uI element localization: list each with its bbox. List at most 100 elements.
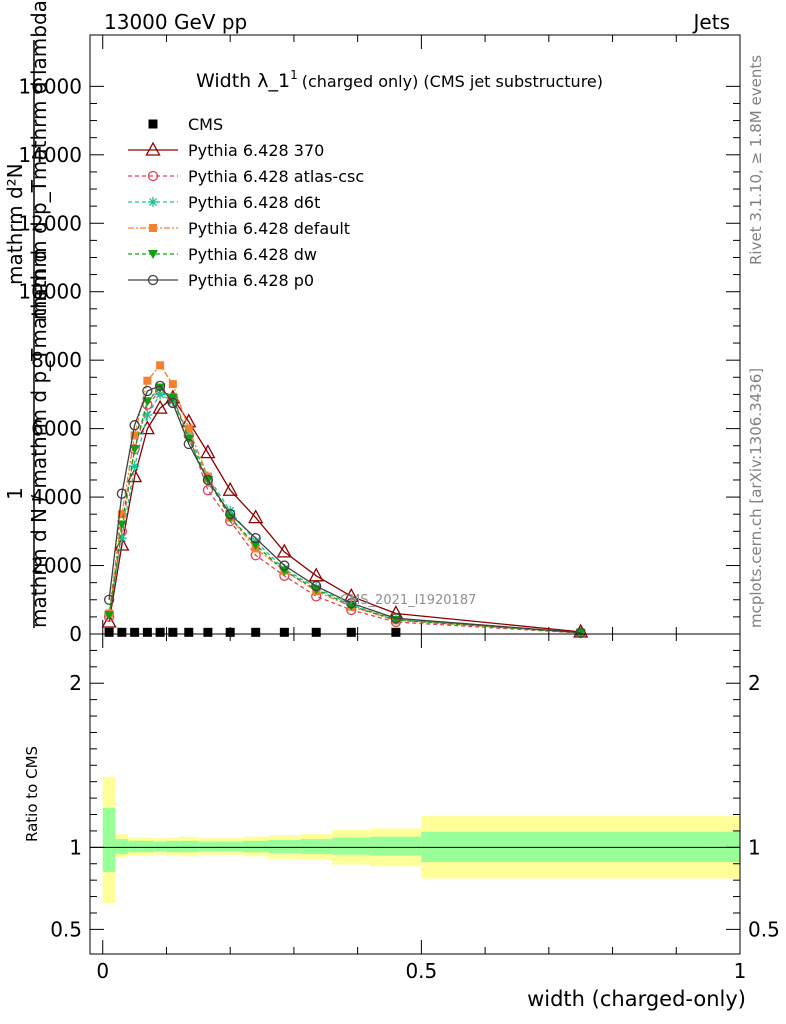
- xtick-label: 0: [96, 959, 109, 983]
- legend-label: Pythia 6.428 atlas-csc: [188, 167, 364, 186]
- series-point: [250, 533, 261, 544]
- ratio-band-inner: [140, 840, 154, 853]
- ratio-band-inner: [300, 839, 333, 854]
- series-5: [103, 380, 586, 638]
- main-ytick-label: 6000: [31, 417, 82, 441]
- ylabel-bottom: mathrm d N / mathrm d p_Tmathrm d: [27, 250, 51, 628]
- chart-title-main: Width λ_1: [196, 70, 290, 92]
- legend-marker: [148, 250, 158, 259]
- series-point: [101, 613, 117, 628]
- series-point: [184, 424, 193, 433]
- series-point: [104, 611, 115, 621]
- cms-point: [225, 627, 235, 637]
- legend-entry: Pythia 6.428 p0: [128, 271, 314, 290]
- ratio-band-inner: [242, 840, 269, 853]
- legend-entry: Pythia 6.428 d6t: [128, 193, 320, 212]
- main-ytick-label: 14000: [18, 143, 82, 167]
- series-point: [222, 481, 238, 496]
- main-ytick-label: 0: [69, 622, 82, 646]
- chart-title-sup: 1: [290, 68, 298, 82]
- series-point: [129, 420, 140, 431]
- main-ytick-label: 10000: [18, 280, 82, 304]
- xtick-label: 0.5: [405, 959, 437, 983]
- main-ytick-label: 8000: [31, 348, 82, 372]
- cms-point: [168, 627, 178, 637]
- header-left: 13000 GeV pp: [104, 10, 247, 34]
- xtick-label: 1: [734, 959, 747, 983]
- mcplots-label: mcplots.cern.ch [arXiv:1306.3436]: [747, 368, 765, 628]
- series-point: [116, 533, 127, 544]
- cms-point: [251, 627, 261, 637]
- legend-marker: [147, 274, 159, 286]
- cms-point: [184, 627, 194, 637]
- series-point: [152, 399, 168, 414]
- series-point: [155, 383, 166, 393]
- series-point: [202, 485, 214, 496]
- series-point: [129, 461, 140, 472]
- legend-label: CMS: [188, 115, 223, 134]
- series-point: [311, 580, 322, 592]
- main-ytick-label: 16000: [18, 74, 82, 98]
- ratio-bands: [90, 776, 740, 904]
- ratio-plot-panel: 0.5 0.51 12 20 0.5 1 Ratio to CMS width (char…: [23, 633, 780, 1011]
- series-point: [168, 380, 177, 389]
- series-point: [143, 376, 152, 385]
- legend-marker: [148, 119, 158, 129]
- x-axis-label: width (charged-only): [527, 987, 746, 1011]
- series-point: [142, 385, 153, 397]
- ratio-band-inner: [179, 840, 199, 853]
- cms-point: [391, 627, 401, 637]
- ratio-band-inner: [166, 840, 180, 853]
- series-point: [183, 438, 194, 450]
- legend-marker: [147, 170, 159, 182]
- legend-label: Pythia 6.428 p0: [188, 271, 314, 290]
- series-point: [103, 594, 115, 605]
- cms-point: [346, 627, 356, 637]
- series-point: [117, 510, 126, 519]
- main-ylabel: mathrm d²N mathrm d p_Tmathrm d lambda 1…: [3, 0, 51, 628]
- series-line: [108, 386, 581, 634]
- series-point: [130, 431, 139, 440]
- legend-entry: Pythia 6.428 default: [128, 219, 350, 238]
- legend-label: Pythia 6.428 d6t: [188, 193, 320, 212]
- rivet-label: Rivet 3.1.10, ≥ 1.8M events: [747, 55, 765, 265]
- series-point: [225, 509, 236, 520]
- series-point: [250, 541, 261, 551]
- ratio-ytick-label-right: 0.5: [748, 917, 780, 941]
- ratio-band-inner: [102, 807, 116, 872]
- ylabel-one: 1: [3, 487, 27, 500]
- header-right: Jets: [692, 10, 730, 34]
- series-point: [167, 397, 178, 409]
- cms-point: [104, 627, 114, 637]
- ratio-band-inner: [128, 840, 141, 853]
- analysis-watermark: CMS_2021_I1920187: [340, 593, 476, 608]
- main-ytick-label: 4000: [31, 485, 82, 509]
- series-point: [575, 628, 586, 638]
- main-data-layer: [101, 361, 589, 639]
- cms-point: [130, 627, 140, 637]
- legend-label: Pythia 6.428 370: [188, 141, 324, 160]
- chart-title-suffix: (charged only) (CMS jet substructure): [302, 72, 603, 91]
- series-point: [154, 380, 166, 391]
- ratio-ytick-label-right: 1: [748, 835, 761, 859]
- ratio-axis-ticks: 0.5 0.51 12 20 0.5 1: [50, 634, 780, 983]
- series-point: [225, 505, 236, 516]
- series-point: [279, 560, 290, 571]
- legend-entry: Pythia 6.428 370: [128, 141, 324, 160]
- series-line: [108, 396, 581, 633]
- ratio-ylabel: Ratio to CMS: [23, 746, 41, 842]
- ratio-ytick-label-left: 2: [69, 671, 82, 695]
- main-plot-panel: 0 2000 4000 6000 8000 10000 12000 14000 16000 CM…: [18, 34, 741, 646]
- series-point: [202, 474, 214, 486]
- legend-label: Pythia 6.428 dw: [188, 245, 317, 264]
- cms-point: [311, 627, 321, 637]
- cms-point: [142, 627, 152, 637]
- ylabel-top2: mathrm d p_Tmathrm d lambda: [27, 0, 51, 320]
- legend-marker: [149, 224, 157, 232]
- series-point: [308, 567, 324, 582]
- cms-point: [117, 627, 127, 637]
- legend-label: Pythia 6.428 default: [188, 219, 350, 238]
- cms-point: [155, 627, 165, 637]
- series-point: [142, 409, 153, 420]
